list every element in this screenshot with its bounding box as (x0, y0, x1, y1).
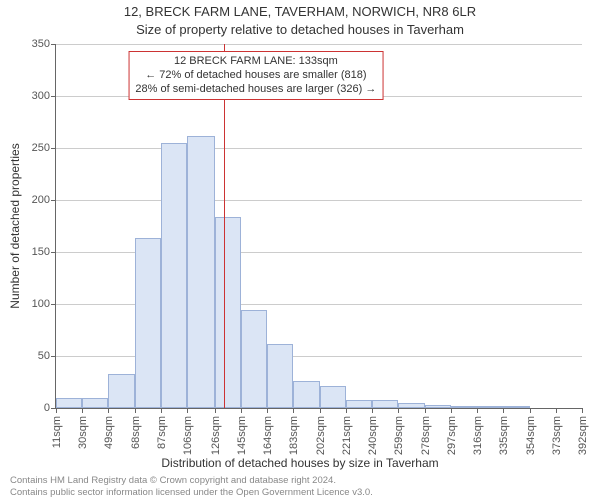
annotation-line: 28% of semi-detached houses are larger (… (135, 83, 376, 97)
x-tick-mark (503, 408, 504, 413)
x-tick-mark (108, 408, 109, 413)
grid-line (56, 148, 582, 149)
histogram-bar (320, 386, 346, 408)
x-tick-mark (56, 408, 57, 413)
histogram-bar (346, 400, 372, 408)
y-tick-label: 200 (32, 194, 50, 206)
histogram-bar (161, 143, 187, 408)
x-tick-mark (320, 408, 321, 413)
y-tick-label: 300 (32, 90, 50, 102)
x-tick-label: 145sqm (236, 416, 248, 455)
x-tick-mark (451, 408, 452, 413)
histogram-bar (56, 398, 82, 408)
y-tick-label: 100 (32, 298, 50, 310)
y-tick-mark (51, 200, 56, 201)
y-tick-mark (51, 252, 56, 253)
y-axis-label: Number of detached properties (8, 143, 22, 308)
histogram-bar (267, 344, 293, 408)
x-tick-label: 68sqm (130, 416, 142, 449)
footer-line-2: Contains public sector information licen… (10, 487, 373, 498)
x-tick-label: 240sqm (367, 416, 379, 455)
x-tick-label: 11sqm (51, 416, 63, 448)
histogram-bar (293, 381, 319, 408)
y-tick-label: 50 (38, 350, 50, 362)
footer-attribution: Contains HM Land Registry data © Crown c… (10, 475, 373, 498)
x-tick-label: 221sqm (341, 416, 353, 455)
x-tick-label: 278sqm (420, 416, 432, 455)
x-tick-mark (293, 408, 294, 413)
y-tick-mark (51, 44, 56, 45)
x-tick-label: 49sqm (103, 416, 115, 449)
histogram-bar (241, 310, 267, 408)
histogram-bar (215, 217, 241, 408)
x-tick-mark (477, 408, 478, 413)
grid-line (56, 44, 582, 45)
chart-container: 12, BRECK FARM LANE, TAVERHAM, NORWICH, … (0, 0, 600, 500)
footer-line-1: Contains HM Land Registry data © Crown c… (10, 475, 373, 486)
x-tick-mark (187, 408, 188, 413)
x-tick-label: 373sqm (551, 416, 563, 455)
x-tick-mark (82, 408, 83, 413)
histogram-bar (503, 406, 529, 408)
annotation-line: 12 BRECK FARM LANE: 133sqm (135, 55, 376, 69)
x-tick-mark (267, 408, 268, 413)
x-tick-mark (215, 408, 216, 413)
x-tick-label: 106sqm (182, 416, 194, 455)
x-tick-label: 316sqm (472, 416, 484, 455)
y-tick-mark (51, 356, 56, 357)
x-tick-label: 126sqm (210, 416, 222, 455)
x-tick-label: 164sqm (262, 416, 274, 455)
annotation-box: 12 BRECK FARM LANE: 133sqm← 72% of detac… (128, 51, 383, 100)
x-tick-mark (135, 408, 136, 413)
grid-line (56, 200, 582, 201)
x-tick-label: 297sqm (446, 416, 458, 455)
x-axis-label: Distribution of detached houses by size … (0, 456, 600, 470)
x-tick-label: 259sqm (393, 416, 405, 455)
x-tick-label: 30sqm (77, 416, 89, 449)
histogram-bar (398, 403, 424, 408)
y-tick-label: 350 (32, 38, 50, 50)
chart-subtitle: Size of property relative to detached ho… (0, 22, 600, 37)
histogram-bar (451, 406, 477, 408)
y-tick-mark (51, 304, 56, 305)
y-tick-mark (51, 148, 56, 149)
x-tick-mark (241, 408, 242, 413)
histogram-bar (187, 136, 215, 408)
x-tick-mark (161, 408, 162, 413)
x-tick-label: 87sqm (156, 416, 168, 449)
x-tick-mark (372, 408, 373, 413)
x-tick-mark (556, 408, 557, 413)
x-tick-label: 354sqm (525, 416, 537, 455)
y-tick-label: 0 (44, 402, 50, 414)
histogram-bar (372, 400, 398, 408)
x-tick-label: 202sqm (315, 416, 327, 455)
x-tick-mark (346, 408, 347, 413)
y-tick-label: 250 (32, 142, 50, 154)
address-title: 12, BRECK FARM LANE, TAVERHAM, NORWICH, … (0, 4, 600, 19)
x-tick-label: 183sqm (288, 416, 300, 455)
histogram-bar (108, 374, 134, 408)
histogram-bar (425, 405, 451, 408)
plot-area: 05010015020025030035011sqm30sqm49sqm68sq… (55, 44, 582, 409)
histogram-bar (477, 406, 503, 408)
x-tick-label: 392sqm (577, 416, 589, 455)
y-tick-mark (51, 96, 56, 97)
x-tick-mark (398, 408, 399, 413)
x-tick-mark (582, 408, 583, 413)
y-tick-label: 150 (32, 246, 50, 258)
x-tick-mark (425, 408, 426, 413)
x-tick-label: 335sqm (498, 416, 510, 455)
histogram-bar (135, 238, 161, 408)
x-tick-mark (530, 408, 531, 413)
annotation-line: ← 72% of detached houses are smaller (81… (135, 69, 376, 83)
histogram-bar (82, 398, 108, 408)
